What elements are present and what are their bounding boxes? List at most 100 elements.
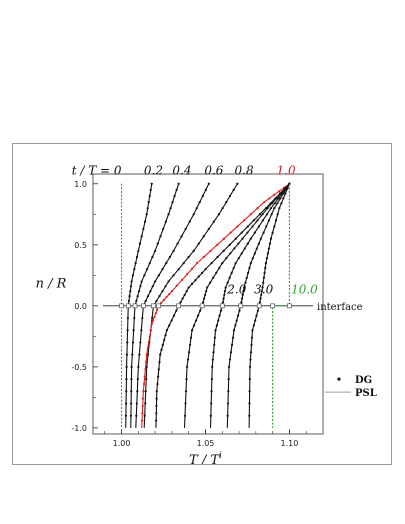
series-point [161,268,164,271]
series-point [259,297,262,300]
series-point [210,402,213,405]
series-point [240,252,243,255]
series-point [215,324,218,327]
series-point [211,358,214,361]
series-point [201,194,204,198]
series-point [125,377,128,381]
series-point [261,219,264,222]
series-point [204,188,207,191]
series-point [153,315,156,318]
series-point [162,298,165,302]
time-label: 10.0 [291,283,318,297]
series-point [180,278,184,282]
series-point [184,227,187,231]
series-point [234,324,237,327]
series-point [157,368,160,371]
series-point [263,200,266,204]
series-point [209,281,212,284]
series-point [260,293,263,296]
interface-marker [238,303,244,309]
time-label: 1.0 [277,164,296,178]
series-point [254,319,257,322]
series-point [240,301,243,304]
series-point [144,402,147,405]
series-point [268,197,271,200]
series-point [150,182,153,185]
series-point [264,266,267,270]
series-point [135,299,138,303]
series-point [157,274,160,277]
time-label: 0.8 [235,164,254,178]
series-point [142,227,145,231]
series-point [141,316,144,320]
series-point [143,375,146,378]
series-point [263,271,266,274]
series-point [137,249,140,253]
series-point [222,297,225,300]
series-point [186,358,190,361]
series-point [159,353,162,356]
series-point [188,220,191,223]
series-point [249,237,252,240]
interface-marker [151,303,156,309]
time-label: 3.0 [254,283,273,297]
x-tick-label: 1.00 [113,439,131,448]
y-tick-label: -1.0 [71,424,87,433]
series-point [234,237,237,240]
series-point [146,294,150,298]
series-point [246,231,249,234]
series-point [172,249,175,253]
series-point [185,290,188,293]
series-point [203,297,206,300]
series-point [190,267,194,270]
series-point [264,262,268,265]
series-point [142,390,145,393]
series-point [135,255,139,259]
series-point [224,286,227,289]
series-point [237,257,240,260]
series-point [180,235,183,238]
series-point [168,293,171,296]
series-point [130,280,133,283]
series-point [262,231,265,234]
series-point [185,273,189,276]
series-point [126,316,130,320]
series-point [161,290,164,293]
series-point [155,390,158,393]
series-point [248,377,251,381]
series-point [267,247,271,250]
series-point [276,202,279,205]
series-point [226,281,229,284]
series-point [265,213,269,216]
series-point [198,200,201,204]
series-point [276,213,279,216]
series-point [278,189,281,193]
series-point [201,271,204,274]
series-point [154,249,157,253]
series-point [256,219,259,222]
series-point [154,280,157,283]
series-point [238,309,241,312]
series-point [227,377,230,381]
series-line [141,183,290,428]
time-label: 0.2 [144,164,163,178]
series-point [210,377,213,381]
series-point [223,293,226,296]
series-point [177,182,180,185]
series-point [237,242,240,245]
series-point [140,329,143,332]
series-point [249,262,252,265]
series-point [206,286,209,289]
series-point [130,365,133,368]
time-label: 0.4 [172,164,191,178]
series-point [126,329,129,332]
series-point [187,286,190,289]
series-point [228,358,232,361]
interface-marker [199,303,205,309]
series-point [135,402,138,405]
series-point [192,249,195,253]
series-point [221,262,224,265]
series-point [270,213,273,216]
series-point [130,390,133,393]
series-point [228,243,231,246]
